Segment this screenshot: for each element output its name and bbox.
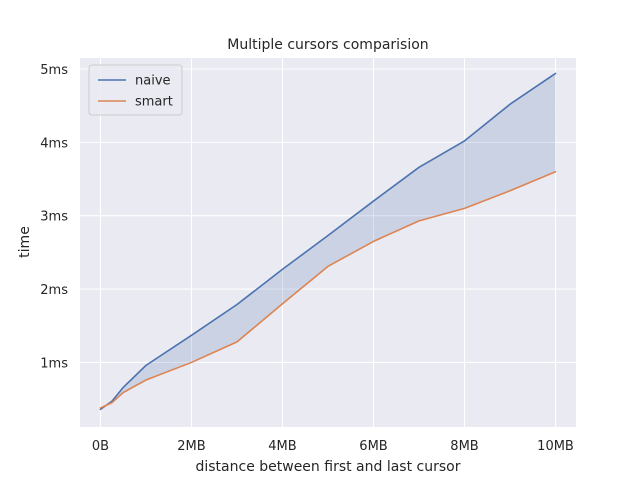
y-tick-labels: 1ms 2ms 3ms 4ms 5ms — [40, 63, 68, 371]
x-tick-label: 6MB — [359, 439, 387, 454]
x-tick-label: 0B — [92, 439, 109, 454]
plot-area — [80, 58, 576, 427]
legend: naive smart — [88, 64, 183, 116]
x-tick-label: 4MB — [268, 439, 296, 454]
y-tick-label: 1ms — [40, 356, 68, 371]
legend-label-naive: naive — [135, 74, 171, 89]
y-tick-label: 5ms — [40, 63, 68, 78]
legend-box — [88, 64, 183, 116]
y-tick-label: 4ms — [40, 136, 68, 151]
legend-label-smart: smart — [135, 95, 173, 110]
x-tick-labels: 0B 2MB 4MB 6MB 8MB 10MB — [92, 439, 574, 454]
x-axis-label: distance between first and last cursor — [195, 459, 460, 475]
y-axis-label: time — [17, 226, 33, 258]
chart-title: Multiple cursors comparision — [227, 37, 428, 53]
x-tick-label: 2MB — [177, 439, 205, 454]
x-tick-label: 8MB — [450, 439, 478, 454]
difference-band — [100, 73, 556, 410]
series-line-naive — [99, 72, 557, 411]
y-tick-label: 3ms — [40, 210, 68, 225]
y-tick-label: 2ms — [40, 283, 68, 298]
series-lines — [99, 72, 557, 411]
x-tick-label: 10MB — [537, 439, 574, 454]
grid — [80, 58, 576, 427]
series-line-smart — [99, 170, 557, 409]
